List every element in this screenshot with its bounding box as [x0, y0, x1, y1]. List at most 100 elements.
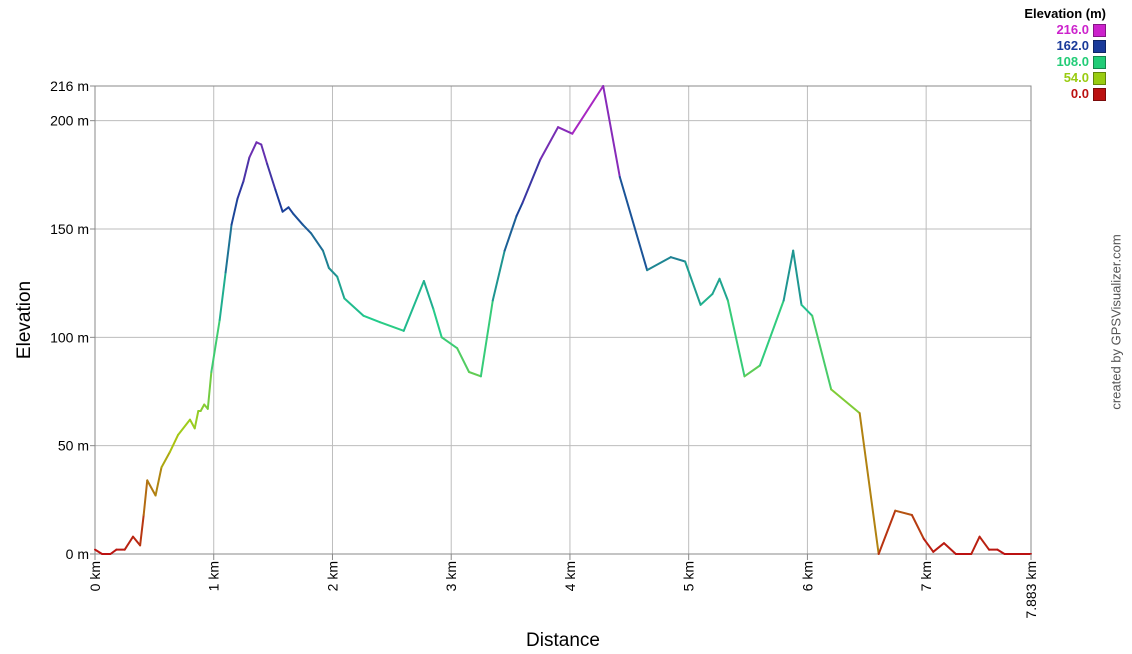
elevation-segment: [310, 232, 324, 252]
elevation-segment: [206, 371, 213, 410]
elevation-segment: [910, 514, 925, 540]
y-tick-label: 216 m: [50, 78, 89, 94]
legend-swatch: [1093, 39, 1106, 53]
y-tick-label: 100 m: [50, 329, 89, 345]
y-tick-label: 0 m: [66, 546, 89, 562]
legend-entry-label: 54.0: [1063, 70, 1089, 85]
elevation-segment: [894, 509, 913, 516]
elevation-segment: [726, 299, 746, 378]
legend-entry-label: 216.0: [1056, 22, 1089, 37]
elevation-segment: [248, 141, 258, 159]
elevation-segment: [942, 542, 957, 555]
elevation-segment: [343, 297, 365, 317]
plot-area: [94, 85, 1032, 555]
elevation-segment: [422, 280, 435, 311]
elevation-segment: [618, 176, 649, 272]
x-tick-label: 6 km: [799, 561, 815, 591]
elevation-segment: [996, 548, 1006, 555]
y-tick-label: 200 m: [50, 113, 89, 129]
legend-entry-label: 108.0: [1056, 54, 1089, 69]
elevation-segment: [193, 410, 200, 430]
elevation-segment: [932, 542, 945, 553]
elevation-segment: [292, 212, 304, 226]
elevation-segment: [274, 189, 284, 213]
x-axis-label: Distance: [526, 630, 600, 651]
elevation-segment: [402, 280, 425, 332]
elevation-segment: [515, 202, 524, 217]
elevation-segment: [440, 336, 459, 350]
elevation-segment: [301, 223, 313, 235]
elevation-segment: [188, 418, 196, 430]
elevation-segment: [210, 319, 221, 373]
legend-entry: 216.0: [1024, 22, 1106, 38]
elevation-segment: [669, 256, 687, 263]
elevation-segment: [711, 277, 721, 295]
elevation-segment: [602, 85, 621, 178]
elevation-segment: [154, 466, 163, 497]
elevation-segment: [94, 548, 104, 555]
x-tick-label: 2 km: [324, 561, 340, 591]
elevation-segment: [646, 256, 672, 272]
elevation-segment: [266, 163, 277, 191]
legend-swatch: [1093, 87, 1106, 101]
y-tick-label: 50 m: [58, 438, 89, 454]
elevation-segment: [491, 249, 506, 302]
legend-entry: 108.0: [1024, 54, 1106, 70]
elevation-segment: [321, 249, 330, 269]
elevation-segment: [109, 548, 118, 555]
elevation-segment: [224, 223, 233, 274]
elevation-segment: [168, 433, 180, 454]
elevation-segment: [432, 308, 443, 339]
elevation-segment: [479, 299, 494, 378]
elevation-segment: [830, 388, 861, 415]
elevation-segment: [146, 479, 157, 497]
legend-entry: 54.0: [1024, 70, 1106, 86]
legend-swatch: [1093, 71, 1106, 85]
y-axis-label: Elevation: [14, 281, 35, 359]
elevation-segment: [177, 418, 191, 436]
legend-entries: 216.0 162.0 108.0 54.0 0.0: [1024, 22, 1106, 102]
x-tick-label: 4 km: [562, 561, 578, 591]
legend-entry-label: 162.0: [1056, 38, 1089, 53]
elevation-segment: [792, 249, 803, 306]
x-tick-label: 3 km: [443, 561, 459, 591]
elevation-segment: [378, 321, 405, 332]
elevation-segment: [978, 535, 991, 551]
elevation-segment: [743, 364, 761, 378]
y-axis-ticks: 0 m 50 m 100 m 150 m 200 m 216 m: [50, 78, 95, 562]
elevation-segment: [557, 126, 574, 135]
x-tick-label: 7.883 km: [1023, 561, 1039, 619]
elevation-segment: [230, 197, 239, 226]
legend-entry-label: 0.0: [1070, 86, 1089, 101]
elevation-segment: [218, 271, 227, 321]
legend-swatch: [1093, 23, 1106, 37]
legend-swatch: [1093, 55, 1106, 69]
x-tick-label: 5 km: [681, 561, 697, 591]
x-axis-ticks: 0 km 1 km 2 km 3 km 4 km 5 km 6 km 7 km 7.883 km: [87, 554, 1039, 619]
chart-grid: [95, 86, 1031, 554]
elevation-segment: [236, 180, 245, 200]
elevation-segment: [758, 299, 785, 367]
x-tick-label: 0 km: [87, 561, 103, 591]
elevation-segment: [287, 206, 295, 215]
credit-text: created by GPSVisualizer.com: [1108, 234, 1124, 410]
elevation-segment: [503, 215, 518, 252]
elevation-segment: [782, 249, 795, 302]
elevation-segment: [521, 158, 542, 204]
elevation-segment: [123, 535, 134, 551]
elevation-segment: [718, 277, 729, 302]
x-tick-label: 7 km: [918, 561, 934, 591]
elevation-segment: [160, 451, 171, 469]
elevation-segment: [571, 85, 605, 135]
x-tick-label: 1 km: [206, 561, 222, 591]
elevation-segment: [327, 267, 339, 278]
elevation-segment: [922, 537, 935, 553]
elevation-segment: [456, 347, 471, 373]
elevation-segment: [970, 535, 981, 555]
elevation-segment: [877, 509, 897, 555]
y-tick-label: 150 m: [50, 221, 89, 237]
legend-entry: 0.0: [1024, 86, 1106, 102]
elevation-series: [94, 85, 1032, 555]
elevation-segment: [242, 156, 251, 183]
